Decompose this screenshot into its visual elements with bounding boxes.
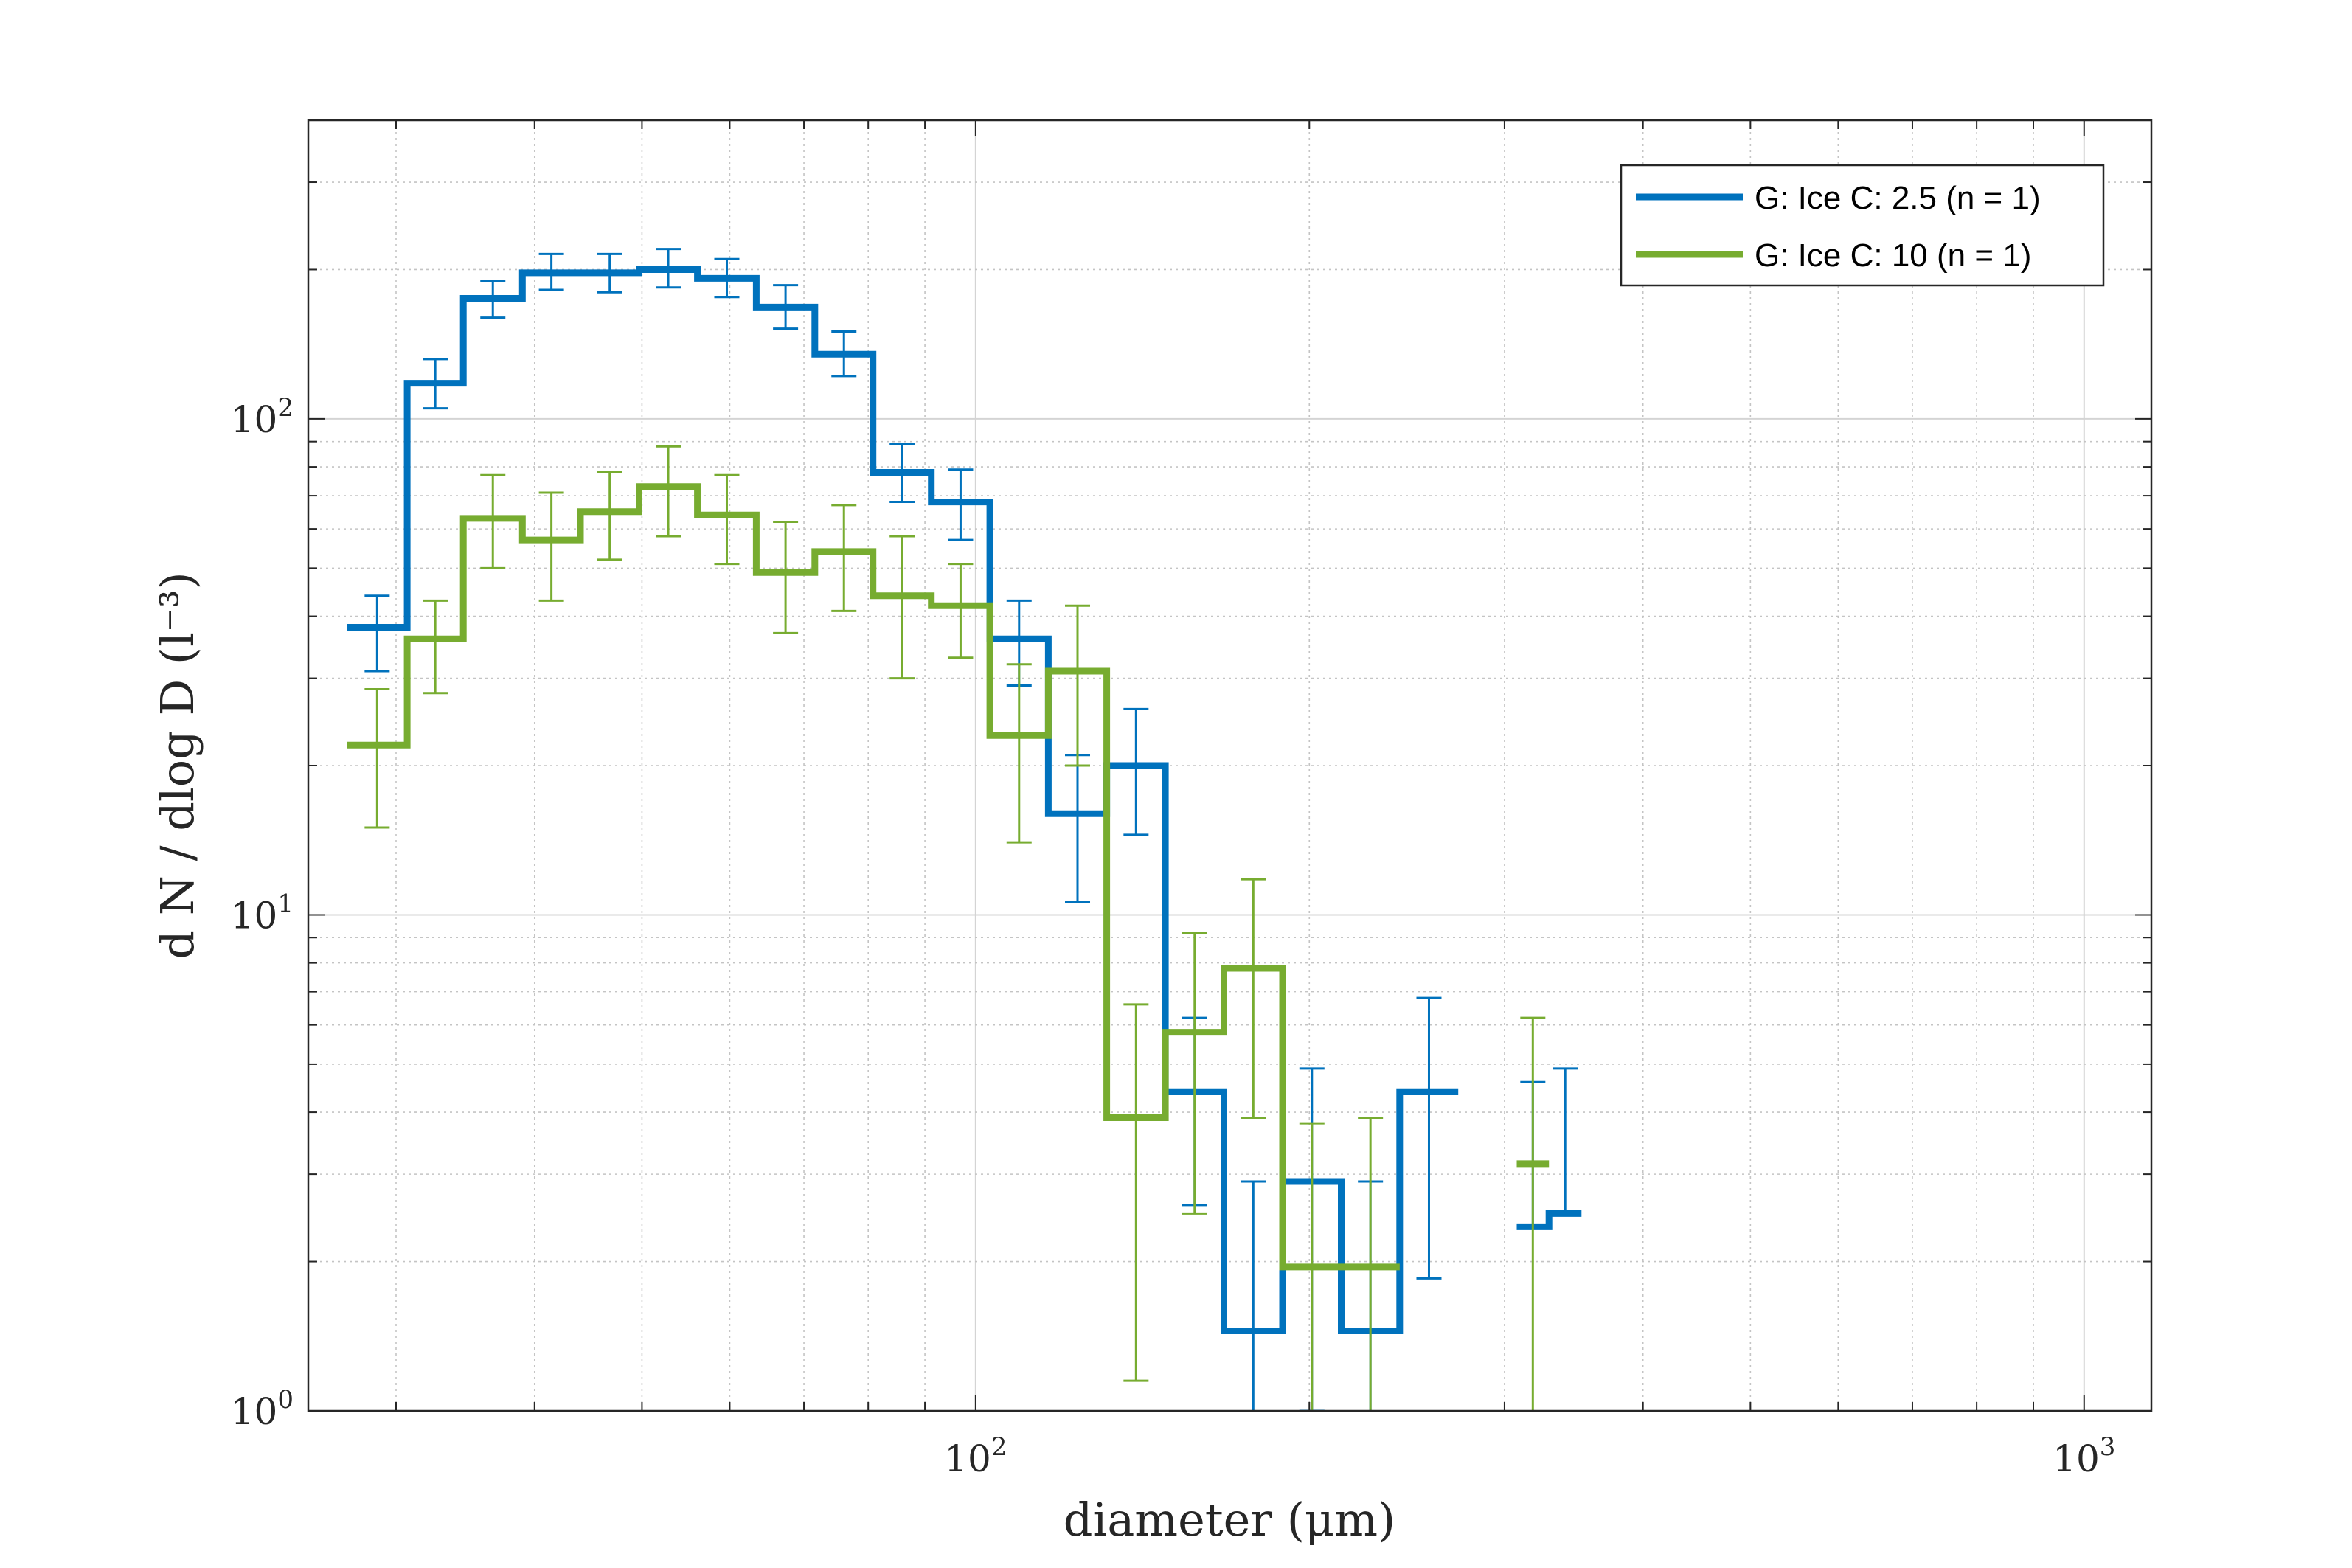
tick-labels: 102 103 100 101 102 <box>231 393 2116 1480</box>
series-line <box>347 483 1550 1271</box>
legend-label-1: G: Ice C: 2.5 (n = 1) <box>1755 180 2041 216</box>
legend: G: Ice C: 2.5 (n = 1) G: Ice C: 10 (n = … <box>1620 164 2105 287</box>
x-axis-label: diameter (μm) <box>1064 1493 1395 1547</box>
ticks <box>308 119 2151 1412</box>
series-2 <box>347 445 1550 1411</box>
legend-box <box>1620 164 2105 287</box>
x-tick-label: 102 <box>944 1432 1007 1480</box>
y-axis-label: d N / dlog D (l⁻³) <box>150 572 204 959</box>
data-layer <box>347 248 1582 1412</box>
y-tick-label: 102 <box>231 393 294 441</box>
y-tick-label: 101 <box>231 889 294 937</box>
y-tick-label: 100 <box>231 1385 294 1433</box>
x-tick-label: 103 <box>2053 1432 2115 1480</box>
legend-label-2: G: Ice C: 10 (n = 1) <box>1755 237 2031 274</box>
